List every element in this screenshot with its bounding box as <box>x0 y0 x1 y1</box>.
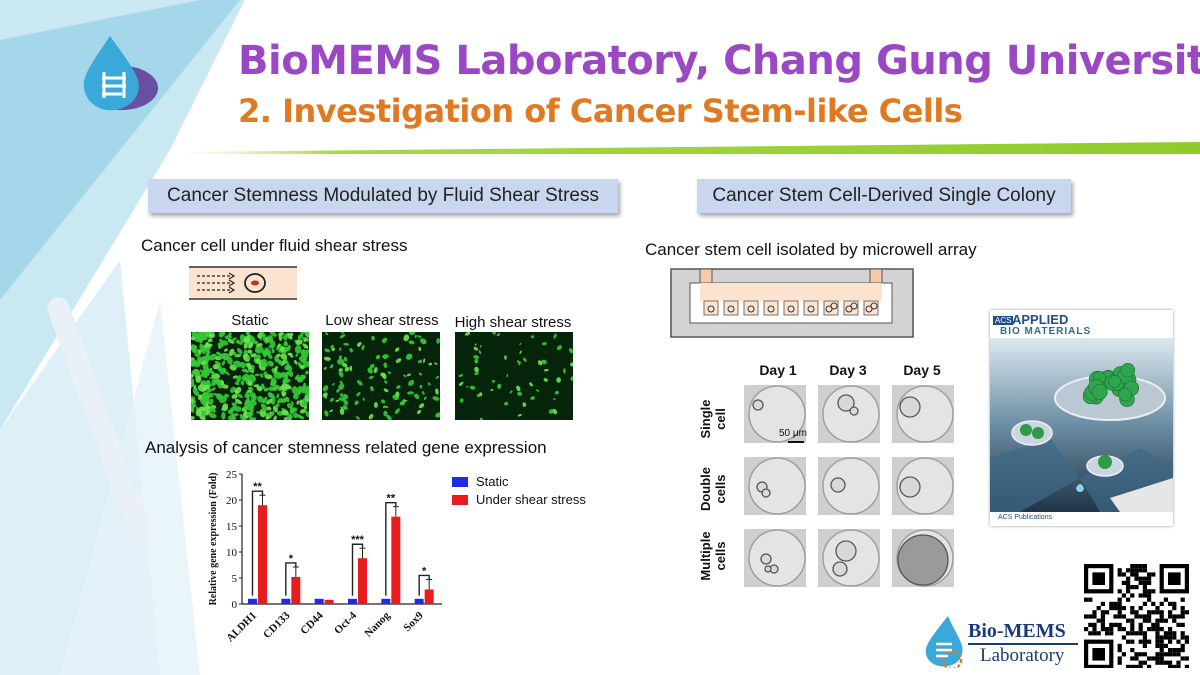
journal-publisher: ACS <box>993 316 1014 325</box>
footer-logo-icon <box>925 616 963 668</box>
colony-image-grid <box>744 385 954 587</box>
significance-Oct-4: *** <box>351 534 365 546</box>
scale-bar <box>788 441 804 443</box>
right-section-title: Cancer Stem Cell-Derived Single Colony <box>697 179 1071 213</box>
day-1-label: Day 1 <box>759 362 797 378</box>
y-tick-label: 5 <box>232 573 238 585</box>
bar-ALDH1-static <box>248 598 257 604</box>
significance-Nanog: ** <box>387 493 396 505</box>
micrograph-low-shear <box>322 332 440 420</box>
footer-logo-divider <box>968 643 1078 645</box>
page-subtitle: 2. Investigation of Cancer Stem-like Cel… <box>238 92 963 130</box>
category-label-Nanog: Nanog <box>362 609 392 639</box>
y-tick-label: 20 <box>226 495 238 507</box>
journal-cover: ACS APPLIED BIO MATERIALS ACS Publicatio… <box>990 310 1173 526</box>
row-label-single: Single cell <box>698 399 728 439</box>
page-title: BioMEMS Laboratory, Chang Gung Universit… <box>238 38 1200 84</box>
lab-logo-icon <box>83 36 158 111</box>
bar-CD133-shear <box>291 576 301 604</box>
bar-CD44-static <box>314 598 324 604</box>
gene-expression-chart: 0 5 10 15 20 25 Relative gene expression (Fold… <box>208 469 442 645</box>
legend-label-static: Static <box>476 474 509 489</box>
legend-label-shear: Under shear stress <box>476 492 586 507</box>
day-3-label: Day 3 <box>829 362 867 378</box>
bar-Sox9-shear <box>424 589 434 604</box>
journal-footer: ACS Publications <box>998 514 1053 521</box>
image-label-low-shear: Low shear stress <box>325 312 439 329</box>
significance-CD133: * <box>289 553 294 565</box>
bar-Nanog-static <box>381 598 391 604</box>
chart-legend: Static Under shear stress <box>452 474 612 510</box>
micrograph-high-shear <box>455 332 573 420</box>
category-label-ALDH1: ALDH1 <box>224 610 259 645</box>
micrograph-static <box>191 332 309 420</box>
flow-channel-diagram <box>189 266 297 300</box>
bar-Oct-4-shear <box>358 558 367 604</box>
day-5-label: Day 5 <box>903 362 941 378</box>
row-label-double: Double cells <box>698 466 728 512</box>
shear-stress-caption: Cancer cell under fluid shear stress <box>141 236 408 255</box>
bar-Nanog-shear <box>391 516 401 604</box>
category-label-CD44: CD44 <box>298 609 326 637</box>
bar-Sox9-static <box>414 598 424 604</box>
footer-logo-line1: Bio-MEMS <box>968 620 1066 642</box>
footer-logo-line2: Laboratory <box>980 645 1065 666</box>
bar-ALDH1-shear <box>258 505 267 604</box>
significance-ALDH1: ** <box>253 481 262 493</box>
journal-name-line2: BIO MATERIALS <box>1000 326 1092 337</box>
image-label-high-shear: High shear stress <box>454 314 572 331</box>
header-divider <box>180 142 1200 154</box>
y-tick-label: 0 <box>232 599 238 611</box>
y-tick-label: 25 <box>226 469 238 481</box>
significance-Sox9: * <box>422 565 427 577</box>
category-label-Sox9: Sox9 <box>401 609 426 634</box>
y-tick-label: 10 <box>226 547 238 559</box>
bar-Oct-4-static <box>348 598 357 604</box>
left-section-title: Cancer Stemness Modulated by Fluid Shear… <box>148 179 618 213</box>
bar-CD133-static <box>281 598 291 604</box>
gene-expression-caption: Analysis of cancer stemness related gene… <box>145 438 547 457</box>
qr-code <box>1084 564 1190 668</box>
legend-swatch-shear <box>452 495 468 505</box>
background-decoration <box>0 0 245 675</box>
image-label-static: Static <box>231 312 269 329</box>
y-axis-label: Relative gene expression (Fold) <box>208 473 219 606</box>
category-label-CD133: CD133 <box>261 609 293 641</box>
category-label-Oct-4: Oct-4 <box>332 609 359 636</box>
microwell-array-diagram <box>670 268 914 338</box>
scale-bar-label: 50 μm <box>779 428 807 439</box>
journal-header: ACS APPLIED BIO MATERIALS <box>990 310 1173 338</box>
journal-cover-art <box>990 338 1173 512</box>
legend-swatch-static <box>452 477 468 487</box>
journal-name-line1: APPLIED <box>1012 312 1069 327</box>
row-label-multiple: Multiple cells <box>698 531 728 581</box>
y-tick-label: 15 <box>226 521 238 533</box>
microwell-caption: Cancer stem cell isolated by microwell a… <box>645 240 977 259</box>
bar-CD44-shear <box>324 599 334 604</box>
